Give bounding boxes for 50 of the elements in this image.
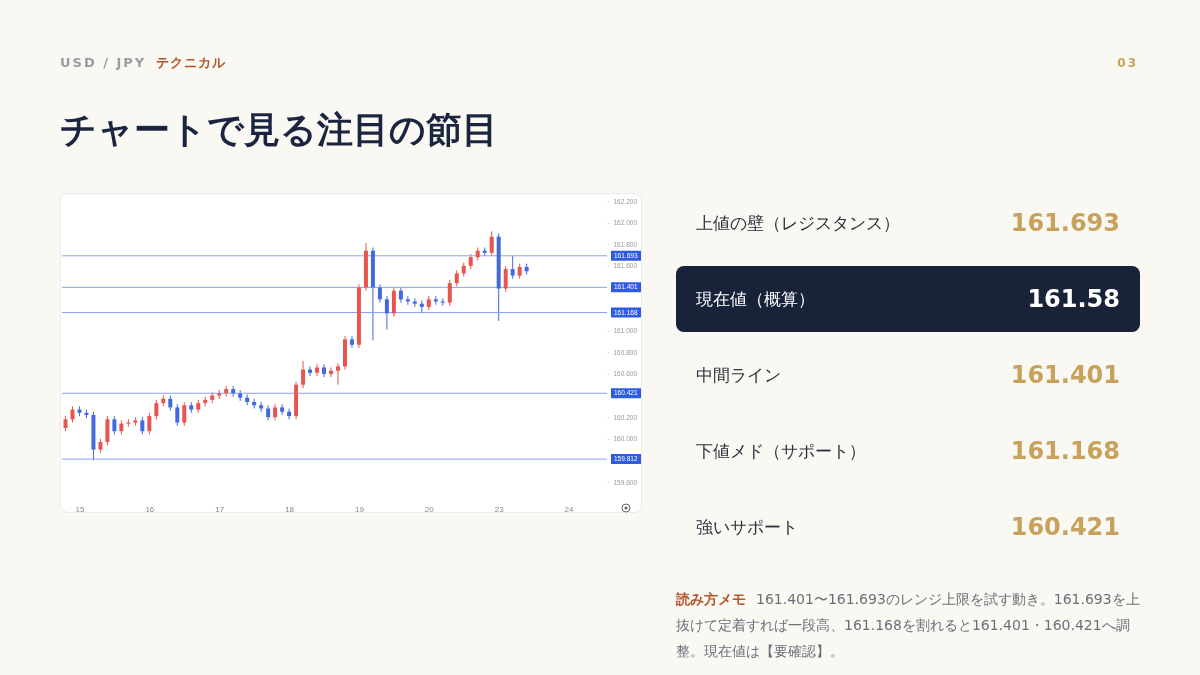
candlestick — [308, 365, 313, 377]
data-label: 161.401 — [1010, 361, 1120, 389]
candlestick — [510, 255, 515, 280]
candlestick — [489, 230, 494, 257]
candlestick — [105, 415, 110, 446]
candlestick — [182, 401, 187, 427]
candlestick — [405, 295, 410, 306]
candlestick — [322, 363, 327, 378]
text: 読み方メモ — [676, 591, 746, 607]
candlestick — [252, 398, 257, 410]
data-label: 161.58 — [1027, 285, 1120, 313]
x-tick-label: 18 — [285, 504, 295, 514]
text: 03 — [1117, 56, 1138, 70]
candlestick — [266, 404, 271, 421]
x-tick-label: 17 — [215, 504, 225, 514]
category-label: 中間ライン — [696, 363, 781, 387]
candlestick — [335, 362, 340, 386]
x-tick-label: 23 — [494, 504, 505, 514]
candlestick — [147, 412, 152, 435]
candlestick — [329, 366, 334, 378]
candlestick — [384, 295, 389, 331]
candlestick — [259, 401, 264, 413]
candlestick — [154, 399, 159, 420]
candlestick — [280, 403, 285, 416]
candlestick — [112, 415, 117, 435]
chart-subtitle: USD / JPY — [60, 55, 147, 70]
x-tick-label: 19 — [355, 504, 365, 514]
candlestick — [287, 408, 292, 420]
data-label: 161.168 — [1010, 437, 1120, 465]
candlestick — [301, 360, 306, 389]
category-label: 現在値（概算） — [696, 287, 815, 311]
data-label: 161.693 — [1010, 209, 1120, 237]
candlestick — [175, 403, 180, 427]
candlestick — [398, 286, 403, 304]
x-tick-label: 16 — [145, 504, 155, 514]
candlestick — [377, 283, 382, 304]
candlestick — [315, 363, 320, 377]
x-tick-label: 24 — [564, 504, 575, 514]
chart-title: チャートで見る注目の節目 — [60, 107, 498, 152]
category-label: 上値の壁（レジスタンス） — [696, 211, 900, 235]
data-label: 160.421 — [1010, 513, 1120, 541]
candlestick — [447, 279, 452, 307]
x-tick-label: 15 — [75, 504, 85, 514]
x-tick-label: 20 — [424, 504, 435, 514]
category-label: 下値メド（サポート） — [696, 439, 866, 463]
candlestick — [349, 335, 354, 349]
candlestick — [503, 265, 508, 293]
candlestick — [391, 286, 396, 318]
category-label: 強いサポート — [696, 515, 798, 539]
text: テクニカル — [156, 55, 227, 70]
